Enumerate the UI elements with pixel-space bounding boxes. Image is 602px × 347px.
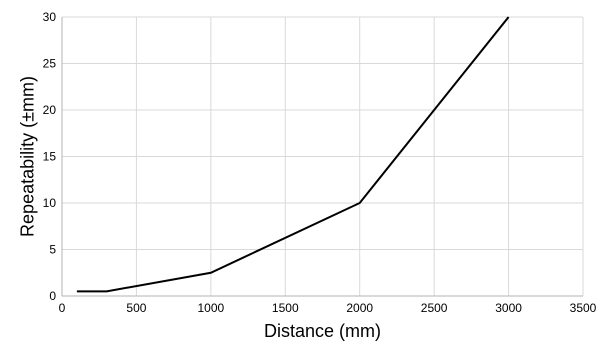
- x-tick-label: 2500: [421, 301, 448, 315]
- x-tick-label: 3500: [570, 301, 597, 315]
- y-tick-label: 15: [43, 150, 57, 164]
- x-tick-label: 1500: [272, 301, 299, 315]
- series-group: [76, 16, 510, 293]
- y-tick-label: 20: [43, 103, 57, 117]
- x-tick-label: 1000: [198, 301, 225, 315]
- y-axis-title: Repeatability (±mm): [17, 76, 37, 237]
- y-tick-labels: 0 5 10 15 20 25 30: [43, 10, 57, 303]
- x-tick-label: 3000: [495, 301, 522, 315]
- y-tick-label: 10: [43, 196, 57, 210]
- y-tick-label: 0: [49, 289, 56, 303]
- x-tick-label: 0: [59, 301, 66, 315]
- series-line: [76, 16, 510, 293]
- y-tick-label: 30: [43, 10, 57, 24]
- x-tick-labels: 0 500 1000 1500 2000 2500 3000 3500: [59, 301, 597, 315]
- axes: [61, 17, 583, 297]
- x-axis-title: Distance (mm): [264, 321, 381, 341]
- y-tick-label: 25: [43, 57, 57, 71]
- y-tick-label: 5: [49, 243, 56, 257]
- x-tick-label: 2000: [346, 301, 373, 315]
- x-tick-label: 500: [126, 301, 146, 315]
- grid: [62, 16, 584, 296]
